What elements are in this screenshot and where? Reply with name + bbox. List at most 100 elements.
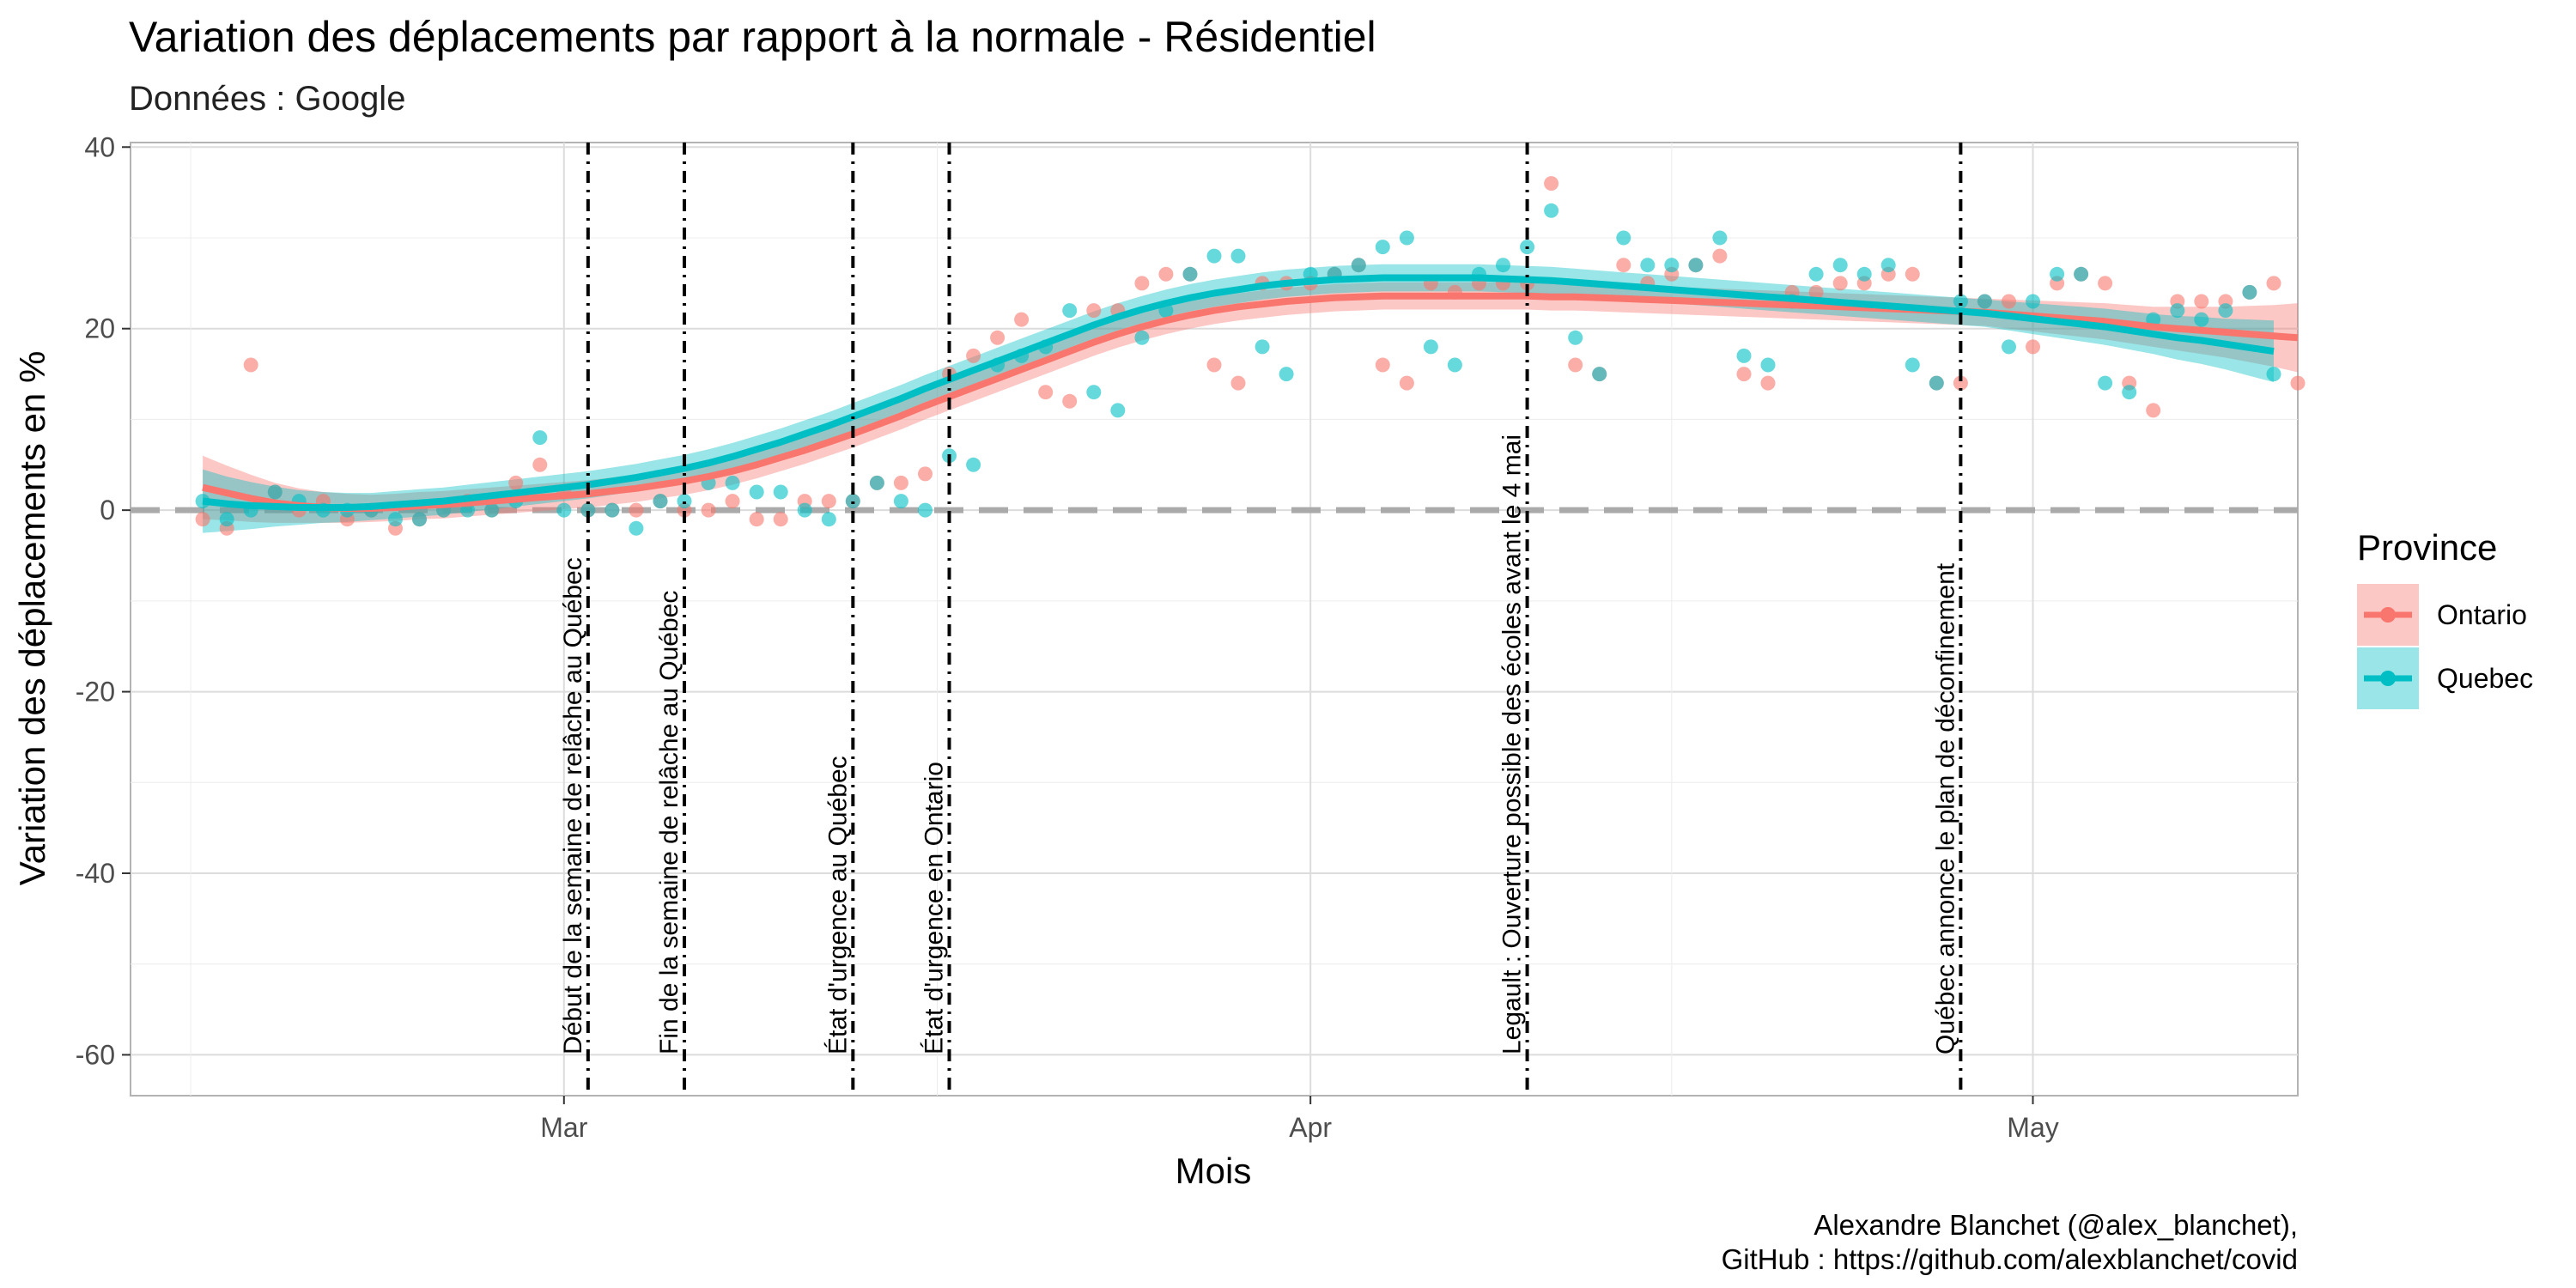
data-point-ontario <box>918 466 933 482</box>
data-point-quebec <box>1423 339 1438 355</box>
data-point-quebec <box>1616 230 1631 246</box>
data-point-quebec <box>1712 230 1728 246</box>
data-point-quebec <box>1255 339 1270 355</box>
data-point-quebec <box>2074 266 2089 282</box>
data-point-quebec <box>1399 230 1414 246</box>
data-point-quebec <box>2266 367 2281 382</box>
data-point-ontario <box>1062 393 1078 409</box>
data-point-quebec <box>605 502 620 518</box>
data-point-quebec <box>1544 203 1559 218</box>
data-point-quebec <box>966 457 981 472</box>
data-point-ontario <box>2098 276 2113 291</box>
data-point-quebec <box>1496 258 1510 273</box>
data-point-quebec <box>1279 367 1294 382</box>
y-axis-label: Variation des déplacements en % <box>12 351 52 886</box>
data-point-ontario <box>1086 303 1102 319</box>
data-point-ontario <box>966 348 981 363</box>
event-label: Legault : Ouverture possible des écoles … <box>1498 434 1527 1054</box>
data-point-quebec <box>2050 266 2065 282</box>
data-point-quebec <box>1375 240 1390 255</box>
caption-line-1: Alexandre Blanchet (@alex_blanchet), <box>1814 1209 2298 1241</box>
data-point-ontario <box>749 512 764 527</box>
legend-label: Ontario <box>2437 599 2527 630</box>
x-axis: Mar Apr May <box>540 1096 2059 1143</box>
data-point-ontario <box>1832 276 1848 291</box>
x-axis-label: Mois <box>1176 1151 1252 1191</box>
data-point-quebec <box>725 475 740 490</box>
data-point-quebec <box>1134 330 1150 345</box>
data-point-ontario <box>2290 375 2306 391</box>
data-point-quebec <box>2194 312 2209 327</box>
data-point-quebec <box>677 494 692 509</box>
data-point-quebec <box>1760 357 1776 373</box>
data-point-ontario <box>1014 312 1030 327</box>
data-point-quebec <box>869 475 884 490</box>
data-point-ontario <box>1808 284 1824 300</box>
data-point-ontario <box>1568 357 1583 373</box>
y-tick-label: -40 <box>76 858 115 889</box>
y-tick-label: -60 <box>76 1039 115 1070</box>
data-point-quebec <box>1086 385 1102 400</box>
data-point-ontario <box>1158 266 1174 282</box>
data-point-ontario <box>508 475 524 490</box>
x-tick-label: Mar <box>540 1112 587 1143</box>
data-point-quebec <box>1856 266 1872 282</box>
data-point-ontario <box>2002 294 2016 309</box>
smooth-line-quebec <box>202 274 2275 511</box>
x-tick-label: May <box>2007 1112 2058 1143</box>
data-point-quebec <box>629 520 644 536</box>
y-tick-label: 20 <box>84 313 115 344</box>
data-point-ontario <box>893 475 908 490</box>
data-point-quebec <box>556 502 572 518</box>
data-point-quebec <box>1062 303 1078 319</box>
legend-title: Province <box>2357 527 2497 568</box>
data-point-quebec <box>1808 266 1824 282</box>
data-point-ontario <box>1616 258 1631 273</box>
data-point-quebec <box>412 512 427 527</box>
data-point-ontario <box>1712 248 1728 264</box>
event-label: Québec annonce le plan de déconfinement <box>1931 562 1959 1054</box>
data-point-ontario <box>1399 375 1414 391</box>
data-point-quebec <box>1110 403 1126 418</box>
data-point-quebec <box>2098 375 2113 391</box>
data-point-quebec <box>773 484 788 500</box>
data-point-ontario <box>725 494 740 509</box>
data-point-quebec <box>2002 339 2016 355</box>
confidence-band-ontario <box>203 282 2298 523</box>
plot-panel <box>130 142 2299 1097</box>
smooth-lines <box>202 274 2299 512</box>
data-point-ontario <box>1038 385 1054 400</box>
data-point-quebec <box>845 494 860 509</box>
data-point-quebec <box>1880 258 1896 273</box>
data-point-quebec <box>821 512 836 527</box>
y-axis: -60 -40 -20 0 20 40 <box>76 131 131 1070</box>
chart-subtitle: Données : Google <box>129 80 405 118</box>
legend: Province Ontario Quebec <box>2357 527 2533 709</box>
data-point-ontario <box>990 330 1005 345</box>
data-point-quebec <box>219 512 234 527</box>
data-point-quebec <box>1736 348 1752 363</box>
data-point-ontario <box>701 502 716 518</box>
legend-key-point <box>2380 607 2396 623</box>
data-point-ontario <box>2026 339 2040 355</box>
data-point-quebec <box>2122 385 2137 400</box>
data-point-quebec <box>1929 375 1944 391</box>
data-point-ontario <box>1544 176 1559 191</box>
data-point-quebec <box>1182 266 1198 282</box>
data-point-ontario <box>2146 403 2161 418</box>
event-label: Début de la semaine de relâche au Québec <box>559 557 587 1054</box>
data-point-quebec <box>1664 258 1680 273</box>
data-point-ontario <box>1905 266 1920 282</box>
data-point-quebec <box>918 502 933 518</box>
data-point-quebec <box>797 502 812 518</box>
data-point-quebec <box>1351 258 1366 273</box>
data-point-quebec <box>484 502 500 518</box>
x-tick-label: Apr <box>1289 1112 1332 1143</box>
data-point-quebec <box>653 494 668 509</box>
data-point-quebec <box>1977 294 1992 309</box>
data-point-quebec <box>1640 258 1656 273</box>
data-point-ontario <box>1760 375 1776 391</box>
data-point-ontario <box>1206 357 1222 373</box>
data-point-quebec <box>1447 357 1462 373</box>
